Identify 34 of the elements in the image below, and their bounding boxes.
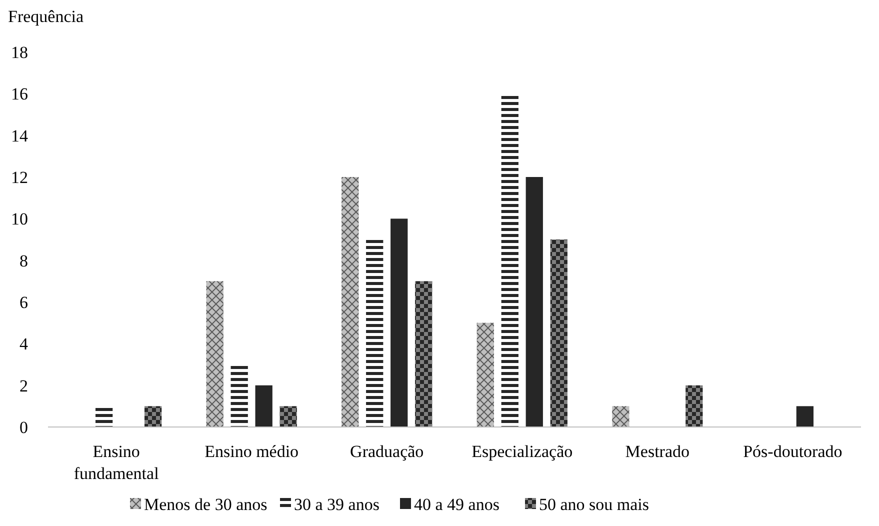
y-tick-label: 14 bbox=[11, 126, 28, 146]
bar bbox=[144, 406, 162, 427]
bar bbox=[526, 177, 543, 427]
y-tick-label: 8 bbox=[20, 251, 28, 270]
y-tick-label: 0 bbox=[20, 418, 28, 437]
y-axis-title: Frequência bbox=[8, 7, 84, 26]
legend-label: Menos de 30 anos bbox=[144, 494, 268, 514]
bar bbox=[796, 406, 814, 427]
x-tick-label: Ensino fundamental bbox=[74, 442, 160, 483]
bar bbox=[390, 218, 408, 427]
x-tick-label: Graduação bbox=[350, 442, 424, 461]
y-tick-label: 6 bbox=[20, 292, 28, 312]
x-tick-label: Ensino médio bbox=[204, 442, 299, 461]
x-tick-label: Pós-doutorado bbox=[743, 442, 842, 461]
bar bbox=[206, 281, 224, 427]
bar bbox=[476, 322, 494, 427]
legend-label: 50 ano sou mais bbox=[539, 494, 650, 514]
bar bbox=[686, 385, 703, 427]
legend-label: 40 a 49 anos bbox=[414, 494, 500, 514]
bar bbox=[415, 281, 432, 427]
legend-label: 30 a 39 anos bbox=[294, 494, 380, 514]
y-tick-label: 16 bbox=[11, 84, 28, 104]
y-tick-label: 18 bbox=[11, 42, 28, 62]
bar bbox=[342, 177, 359, 427]
y-tick-label: 12 bbox=[11, 168, 28, 187]
y-tick-label: 4 bbox=[20, 334, 28, 354]
bar bbox=[255, 385, 272, 427]
x-tick-label: Especialização bbox=[472, 442, 573, 461]
x-tick-label: Mestrado bbox=[625, 442, 690, 461]
bar bbox=[550, 240, 568, 427]
y-tick-label: 2 bbox=[20, 376, 28, 396]
y-tick-label: 10 bbox=[11, 210, 28, 229]
bar bbox=[612, 406, 630, 427]
bar bbox=[280, 406, 297, 427]
